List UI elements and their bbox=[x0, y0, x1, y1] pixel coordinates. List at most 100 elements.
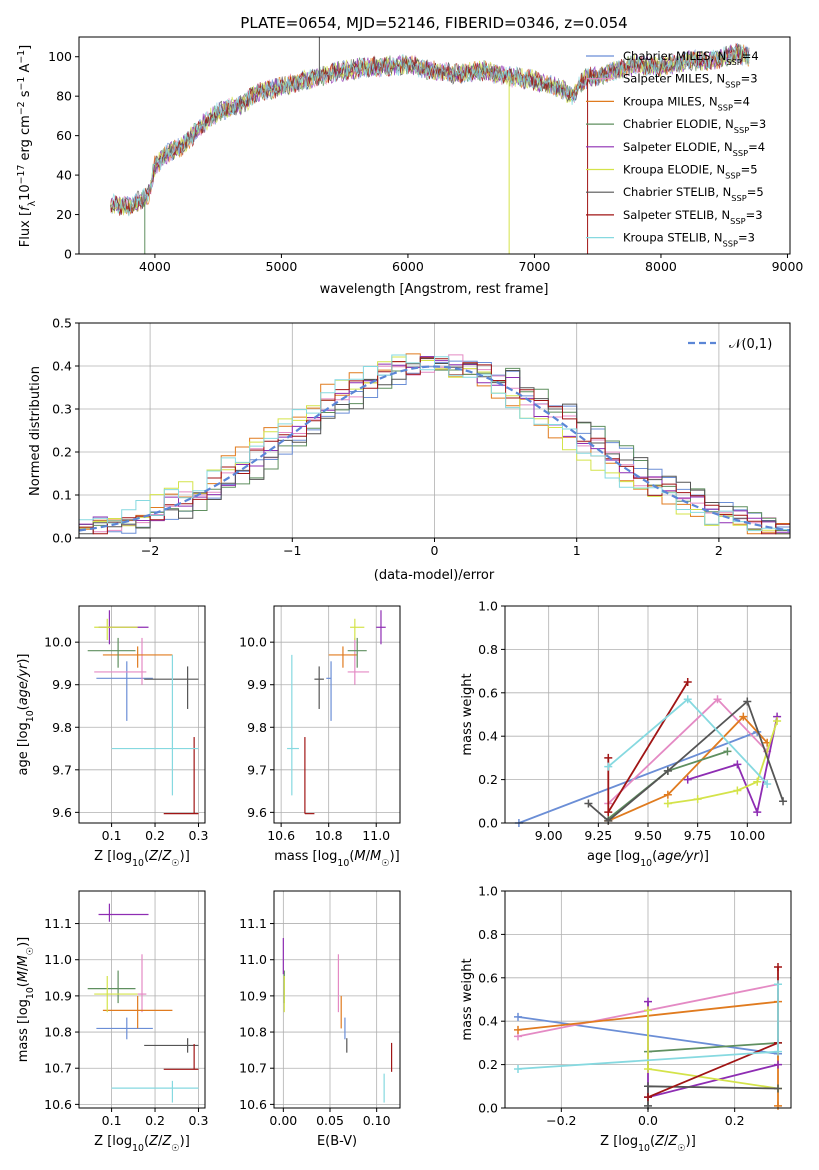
data-point bbox=[111, 654, 199, 796]
data-point bbox=[326, 661, 332, 721]
y-tick-label: 10.6 bbox=[239, 1097, 267, 1112]
series-marker bbox=[604, 762, 613, 771]
y-tick-label: 9.7 bbox=[247, 762, 267, 777]
series-line bbox=[518, 731, 758, 824]
y-tick-label: 0.6 bbox=[478, 970, 498, 985]
series-marker bbox=[683, 695, 692, 704]
x-tick-label: 0.05 bbox=[316, 1113, 344, 1128]
series-marker bbox=[644, 997, 652, 1006]
y-tick-label: 0.4 bbox=[478, 729, 498, 744]
series-marker bbox=[753, 808, 762, 817]
x-tick-label: 9.25 bbox=[584, 828, 612, 843]
x-tick-label: 0.1 bbox=[102, 828, 122, 843]
spectrum-line bbox=[110, 43, 750, 214]
y-axis-label: age [log10(age/yr)] bbox=[16, 653, 36, 775]
axes-spectrum: 4000 5000 6000 7000 8000 9000 0 20 40 60 80 100 bbox=[48, 36, 803, 274]
legend-entry: Kroupa STELIB, NSSP=3 bbox=[623, 231, 755, 249]
plot-area bbox=[110, 37, 750, 254]
data-point bbox=[111, 1080, 199, 1103]
plot-area bbox=[514, 962, 782, 1110]
x-tick-label: 5000 bbox=[266, 259, 298, 274]
series bbox=[683, 712, 782, 817]
y-axis-label: Normed distribution bbox=[28, 366, 43, 496]
y-tick-label: 10.7 bbox=[239, 1061, 267, 1076]
y-tick-label: 0.4 bbox=[478, 1014, 498, 1029]
y-tick-label: 0.0 bbox=[478, 816, 498, 831]
x-tick-label: 10.8 bbox=[315, 828, 343, 843]
y-tick-label: 0.4 bbox=[52, 359, 72, 374]
x-tick-label: −1 bbox=[283, 543, 301, 558]
plot-area bbox=[287, 610, 386, 815]
series-marker bbox=[663, 766, 672, 775]
series bbox=[604, 677, 692, 817]
legend-entry: Salpeter MILES, NSSP=3 bbox=[623, 72, 758, 90]
x-tick-label: 2 bbox=[715, 543, 723, 558]
series-marker bbox=[514, 1064, 522, 1073]
series-marker bbox=[644, 1006, 652, 1015]
y-tick-label: 9.6 bbox=[52, 805, 72, 820]
x-tick-label: 0.1 bbox=[102, 1113, 122, 1128]
y-axis-label: Flux [fλ10−17 erg cm−2 s−1 A−1] bbox=[16, 45, 38, 247]
x-tick-label: 4000 bbox=[139, 259, 171, 274]
y-tick-label: 9.8 bbox=[52, 720, 72, 735]
data-point bbox=[87, 637, 136, 668]
y-tick-label: 11.0 bbox=[44, 952, 72, 967]
x-axis-label: Z [log10(Z/Z☉)] bbox=[600, 1134, 696, 1154]
y-tick-label: 9.9 bbox=[247, 677, 267, 692]
series-marker bbox=[763, 779, 772, 788]
series-marker bbox=[644, 1093, 652, 1102]
data-point bbox=[376, 610, 386, 645]
x-tick-label: 0.2 bbox=[145, 828, 165, 843]
x-tick-label: 6000 bbox=[392, 259, 424, 274]
spectrum-line bbox=[110, 46, 750, 217]
y-tick-label: 0 bbox=[64, 247, 72, 262]
x-tick-label: 0.3 bbox=[189, 1113, 209, 1128]
series-marker bbox=[739, 712, 748, 721]
x-tick-label: 1 bbox=[573, 543, 581, 558]
axes-massweight-vs-Z: −0.2 0.0 0.2 0.0 0.2 0.4 0.6 0.8 1.0 bbox=[478, 884, 792, 1128]
y-tick-label: 20 bbox=[56, 207, 72, 222]
data-point bbox=[96, 1017, 153, 1040]
y-tick-label: 11.1 bbox=[239, 916, 267, 931]
y-tick-label: 9.9 bbox=[52, 677, 72, 692]
data-point bbox=[304, 737, 315, 815]
axes-frame bbox=[273, 890, 401, 1109]
data-point bbox=[347, 637, 367, 668]
legend-entry: Chabrier STELIB, NSSP=5 bbox=[623, 185, 764, 203]
series-marker bbox=[514, 1025, 522, 1034]
legend: 𝒩(0,1) bbox=[688, 337, 772, 352]
series-marker bbox=[693, 795, 702, 804]
series-marker bbox=[644, 1082, 652, 1091]
axes-mass-vs-Z: 0.1 0.2 0.3 10.6 10.7 10.8 10.9 11.0 11.1 bbox=[44, 890, 209, 1128]
x-tick-label: 10.00 bbox=[729, 828, 765, 843]
y-tick-label: 0.2 bbox=[478, 1057, 498, 1072]
series bbox=[663, 717, 782, 808]
x-tick-label: 9.50 bbox=[634, 828, 662, 843]
series-marker bbox=[604, 753, 613, 762]
series-marker bbox=[663, 799, 672, 808]
y-tick-label: 40 bbox=[56, 168, 72, 183]
series bbox=[604, 747, 732, 823]
series bbox=[604, 695, 772, 788]
series-marker bbox=[774, 1084, 782, 1093]
series-marker bbox=[683, 775, 692, 784]
y-tick-label: 0.0 bbox=[52, 531, 72, 546]
y-tick-label: 11.0 bbox=[239, 952, 267, 967]
x-tick-label: 7000 bbox=[519, 259, 551, 274]
y-tick-label: 80 bbox=[56, 89, 72, 104]
y-tick-label: 0.8 bbox=[478, 642, 498, 657]
plot-area bbox=[87, 610, 199, 815]
data-point bbox=[96, 661, 153, 721]
series bbox=[604, 695, 772, 808]
y-tick-label: 9.7 bbox=[52, 762, 72, 777]
x-axis-label: Z [log10(Z/Z☉)] bbox=[94, 1134, 190, 1154]
series-marker bbox=[774, 1101, 782, 1110]
y-tick-label: 10.9 bbox=[239, 988, 267, 1003]
series-line bbox=[607, 715, 768, 822]
x-tick-label: 0.0 bbox=[638, 1113, 658, 1128]
plot-area bbox=[78, 353, 791, 535]
y-tick-label: 1.0 bbox=[478, 884, 498, 899]
y-tick-label: 10.7 bbox=[44, 1061, 72, 1076]
series-line bbox=[647, 1042, 779, 1053]
